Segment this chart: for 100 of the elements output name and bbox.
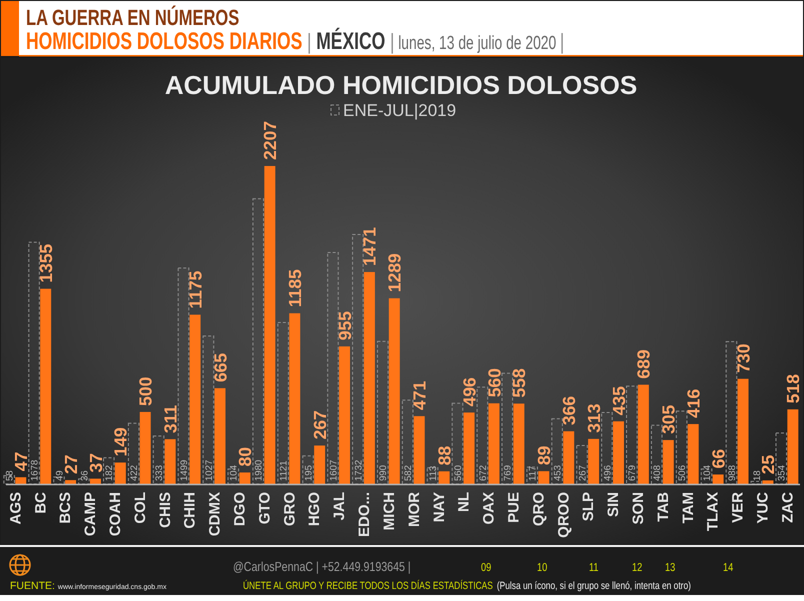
data-label: 80 — [235, 446, 256, 466]
data-label: 195 — [303, 465, 314, 481]
data-label: 955 — [334, 310, 355, 340]
bar — [40, 288, 52, 484]
data-label: 689 — [634, 349, 654, 379]
bar — [501, 372, 514, 484]
bar — [402, 400, 414, 484]
bar — [388, 298, 400, 484]
bar — [414, 416, 425, 484]
bar — [626, 386, 638, 484]
data-label: 1499 — [178, 460, 190, 481]
bar — [128, 422, 140, 484]
bar — [352, 234, 364, 484]
bar — [476, 386, 488, 484]
data-label: 333 — [154, 465, 166, 481]
x-tick-label: BCS — [57, 492, 74, 524]
bar — [588, 438, 600, 484]
data-label: 182 — [104, 465, 116, 481]
x-tick-label: CDMX — [206, 492, 224, 536]
data-label: 990 — [378, 465, 390, 481]
data-label: 1121 — [278, 460, 290, 481]
data-label: 453 — [552, 465, 564, 481]
bar — [376, 340, 389, 484]
data-label: 1027 — [204, 460, 215, 481]
data-label: 422 — [129, 465, 140, 481]
bar — [178, 268, 190, 484]
data-label: 518 — [783, 374, 804, 404]
x-tick-label: VER — [730, 492, 747, 523]
text: 10 — [537, 562, 548, 574]
data-label: 1732 — [353, 460, 364, 481]
bar — [114, 462, 126, 484]
x-tick-label: TLAX — [704, 492, 722, 532]
bar — [538, 471, 550, 484]
bar — [289, 313, 300, 484]
data-label: 1175 — [185, 270, 206, 309]
x-tick-label: NL — [456, 492, 473, 512]
data-label: 558 — [509, 368, 530, 398]
x-tick-label: PUE — [505, 492, 522, 523]
bar — [712, 474, 724, 484]
bar — [488, 403, 500, 484]
bar — [563, 431, 574, 484]
bar — [601, 412, 613, 484]
data-label: 267 — [310, 410, 330, 440]
bar — [438, 471, 450, 484]
bar — [190, 314, 201, 484]
bar — [688, 424, 699, 484]
bar — [513, 404, 524, 484]
data-label: 560 — [484, 368, 504, 398]
bar — [28, 242, 40, 484]
x-tick-label: MOR — [406, 492, 423, 527]
data-label: 496 — [602, 465, 614, 481]
bar — [762, 480, 774, 484]
bar — [551, 418, 563, 484]
x-tick-label: ZAC — [779, 492, 796, 523]
chart-title: ACUMULADO HOMICIDIOS DOLOSOS — [164, 70, 638, 100]
bar — [750, 480, 762, 484]
data-label: 366 — [558, 396, 579, 426]
bar — [738, 378, 749, 484]
text: 11 — [589, 562, 599, 574]
x-tick-label: CHIH — [182, 492, 199, 529]
bar — [314, 446, 326, 484]
bar — [264, 166, 276, 484]
data-label: 117 — [528, 466, 539, 481]
data-label: 672 — [478, 465, 489, 481]
text: 14 — [723, 562, 734, 574]
bar — [364, 272, 375, 484]
text: (Pulsa un ícono, si el grupo se llenó, intenta en otro) — [496, 580, 691, 592]
bar — [650, 424, 663, 484]
data-label: 1355 — [36, 244, 56, 283]
x-tick-label: GRO — [281, 492, 298, 526]
x-tick-label: CAMP — [82, 492, 100, 536]
x-tick-label: CHIS — [156, 492, 174, 528]
bar — [327, 252, 339, 484]
x-tick-label: OAX — [480, 492, 498, 525]
data-label: 769 — [502, 465, 514, 481]
x-tick-label: QROO — [555, 492, 572, 538]
data-label: 1185 — [285, 269, 306, 308]
data-label: 311 — [160, 404, 180, 434]
data-label: 408 — [652, 465, 664, 481]
data-label: 36 — [79, 470, 90, 481]
data-label: 2207 — [260, 121, 280, 160]
data-label: 49 — [54, 470, 66, 481]
x-tick-label: GTO — [256, 492, 274, 524]
x-tick-label: SIN — [605, 492, 622, 518]
data-label: 560 — [452, 465, 464, 481]
data-label: 416 — [684, 388, 704, 418]
data-label: 665 — [210, 352, 230, 382]
x-tick-label: NAY — [430, 492, 448, 522]
bar — [787, 409, 798, 484]
text: 12 — [632, 562, 642, 574]
text: 09 — [481, 562, 492, 574]
bar — [90, 478, 101, 484]
x-tick-label: COAH — [106, 492, 124, 536]
data-label: 1678 — [29, 460, 40, 481]
x-tick-label: COL — [132, 492, 149, 524]
x-tick-label: SON — [630, 492, 648, 525]
data-label: 47 — [11, 452, 32, 472]
data-label: 471 — [410, 380, 430, 410]
data-label: 37 — [86, 453, 106, 473]
data-label: 18 — [752, 470, 763, 481]
